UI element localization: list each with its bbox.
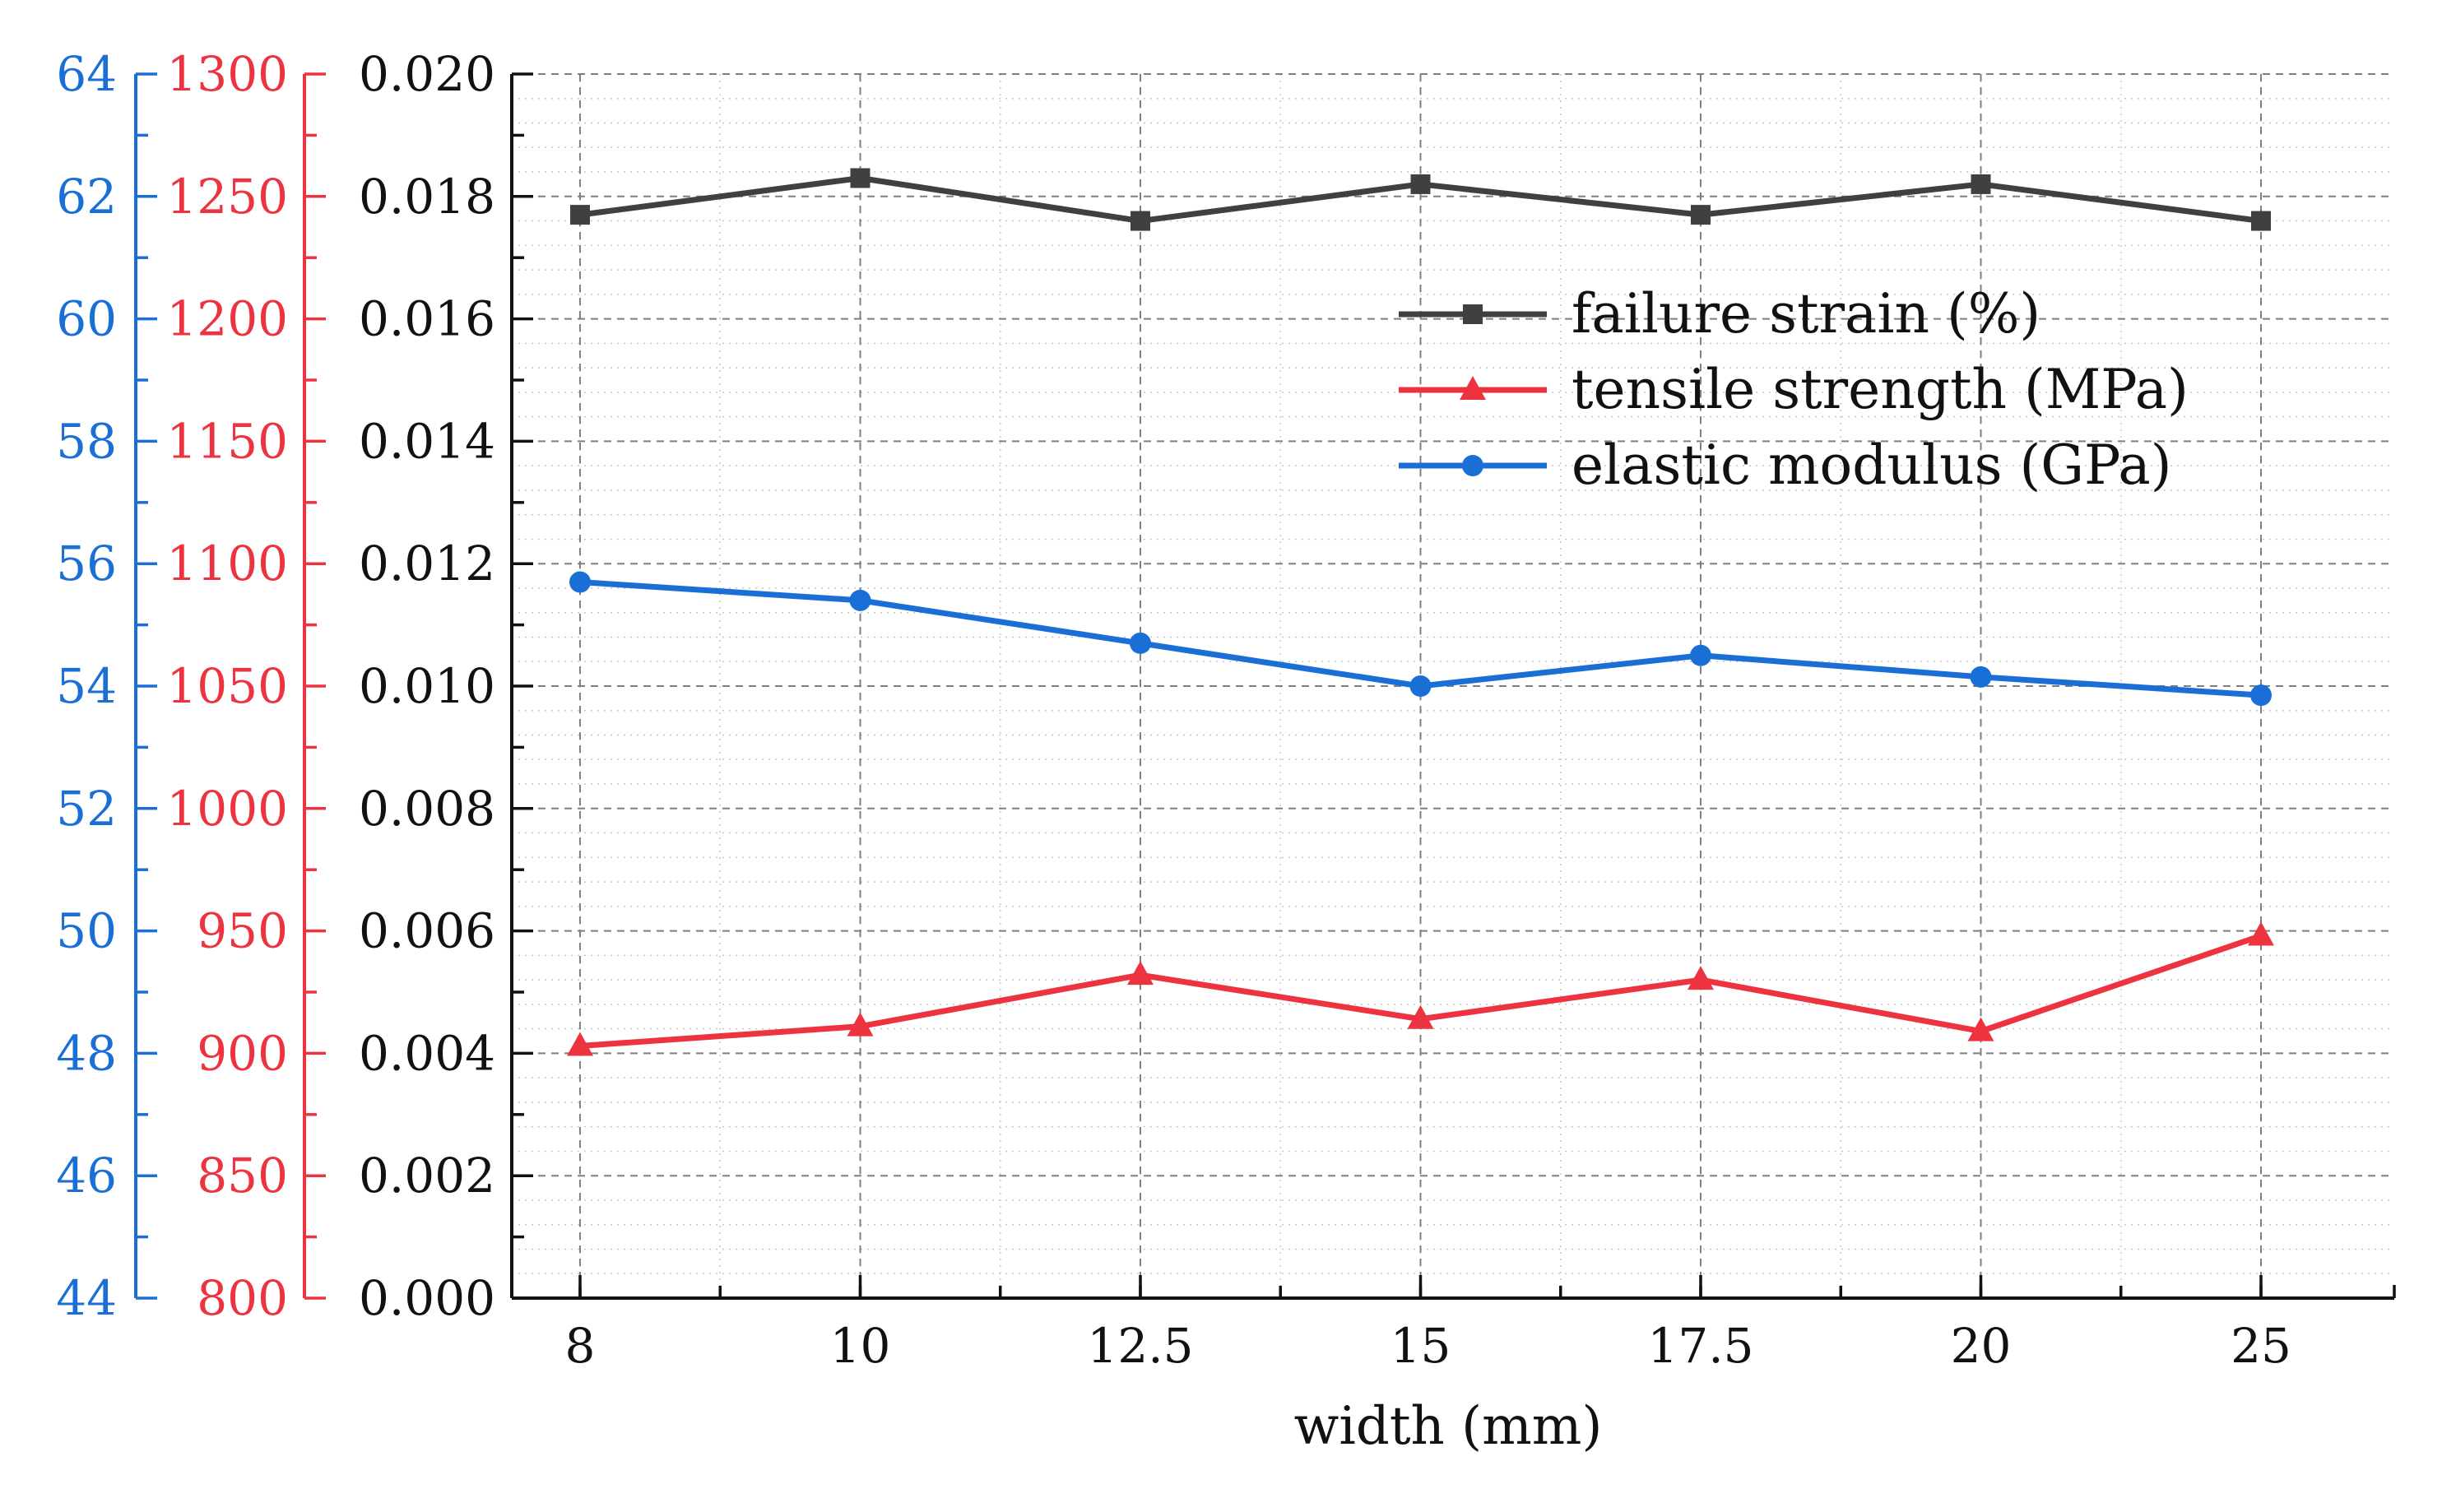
x-tick-label: 10 xyxy=(830,1318,891,1374)
strain-tick-label: 0.000 xyxy=(359,1270,495,1326)
modulus-tick-label: 52 xyxy=(56,781,117,837)
modulus-tick-label: 46 xyxy=(56,1148,117,1204)
legend-marker-modulus xyxy=(1462,455,1483,476)
legend-marker-strain xyxy=(1463,304,1483,324)
modulus-data-point xyxy=(1970,666,1992,688)
legend-label-modulus: elastic modulus (GPa) xyxy=(1572,434,2172,497)
modulus-tick-label: 54 xyxy=(56,658,117,714)
strength-data-point xyxy=(1967,1017,1994,1041)
strain-tick-label: 0.012 xyxy=(359,536,495,591)
x-tick-label: 20 xyxy=(1951,1318,2012,1374)
strain-data-point xyxy=(1410,174,1431,194)
strength-tick-label: 1000 xyxy=(166,781,288,837)
strain-tick-label: 0.016 xyxy=(359,291,495,347)
strength-tick-label: 950 xyxy=(197,903,288,959)
x-axis-label: width (mm) xyxy=(1294,1396,1603,1457)
strength-data-point xyxy=(2248,921,2274,946)
strength-tick-label: 800 xyxy=(197,1270,288,1326)
modulus-data-point xyxy=(2250,684,2272,707)
series-layer xyxy=(567,168,2274,1056)
modulus-tick-label: 58 xyxy=(56,413,117,469)
strain-data-point xyxy=(850,168,870,188)
modulus-data-point xyxy=(1130,632,1151,654)
strain-tick-label: 0.010 xyxy=(359,658,495,714)
strength-tick-label: 1100 xyxy=(166,536,288,591)
strength-tick-label: 1050 xyxy=(166,658,288,714)
x-tick-label: 8 xyxy=(565,1318,596,1374)
modulus-tick-label: 64 xyxy=(56,46,117,102)
strength-tick-label: 900 xyxy=(197,1025,288,1081)
x-tick-label: 12.5 xyxy=(1087,1318,1193,1374)
legend-label-strength: tensile strength (MPa) xyxy=(1572,358,2189,421)
strength-tick-label: 1150 xyxy=(166,413,288,469)
strength-data-point xyxy=(1127,961,1154,986)
modulus-data-point xyxy=(849,589,871,611)
strength-tick-label: 1300 xyxy=(166,46,288,102)
legend-label-strain: failure strain (%) xyxy=(1572,282,2040,346)
modulus-data-point xyxy=(1690,644,1711,666)
strength-data-point xyxy=(1688,966,1714,990)
modulus-tick-label: 60 xyxy=(56,291,117,347)
x-tick-label: 17.5 xyxy=(1647,1318,1753,1374)
strain-data-point xyxy=(1691,205,1711,225)
strain-data-point xyxy=(570,205,590,225)
strain-tick-label: 0.008 xyxy=(359,781,495,837)
strain-tick-label: 0.014 xyxy=(359,413,495,469)
modulus-data-point xyxy=(569,571,591,593)
strain-data-point xyxy=(1130,211,1150,231)
axes: 0.000 0.002 0.004 0.006 0.008 0.010 0.012 0.014… xyxy=(56,46,2396,1374)
strain-data-point xyxy=(1971,174,1991,194)
strain-tick-label: 0.002 xyxy=(359,1148,495,1204)
legend: failure strain (%) tensile strength (MPa)… xyxy=(1399,282,2189,497)
modulus-data-point xyxy=(1409,675,1432,697)
strain-tick-label: 0.018 xyxy=(359,169,495,225)
strain-tick-label: 0.006 xyxy=(359,903,495,959)
strength-tick-label: 850 xyxy=(197,1148,288,1204)
strength-data-point xyxy=(847,1012,874,1037)
modulus-tick-label: 48 xyxy=(56,1025,117,1081)
legend-marker-strength xyxy=(1460,376,1486,400)
strength-data-point xyxy=(567,1032,593,1056)
x-tick-label: 15 xyxy=(1390,1318,1451,1374)
grid-lines xyxy=(512,73,2394,1298)
strength-data-point xyxy=(1407,1004,1434,1029)
strength-tick-label: 1250 xyxy=(166,169,288,225)
strength-tick-label: 1200 xyxy=(166,291,288,347)
strain-data-point xyxy=(2251,211,2271,231)
modulus-tick-label: 50 xyxy=(56,903,117,959)
modulus-tick-label: 44 xyxy=(56,1270,117,1326)
modulus-tick-label: 56 xyxy=(56,536,117,591)
x-tick-label: 25 xyxy=(2231,1318,2291,1374)
modulus-tick-label: 62 xyxy=(56,169,117,225)
strain-tick-label: 0.020 xyxy=(359,46,495,102)
strain-tick-label: 0.004 xyxy=(359,1025,495,1081)
